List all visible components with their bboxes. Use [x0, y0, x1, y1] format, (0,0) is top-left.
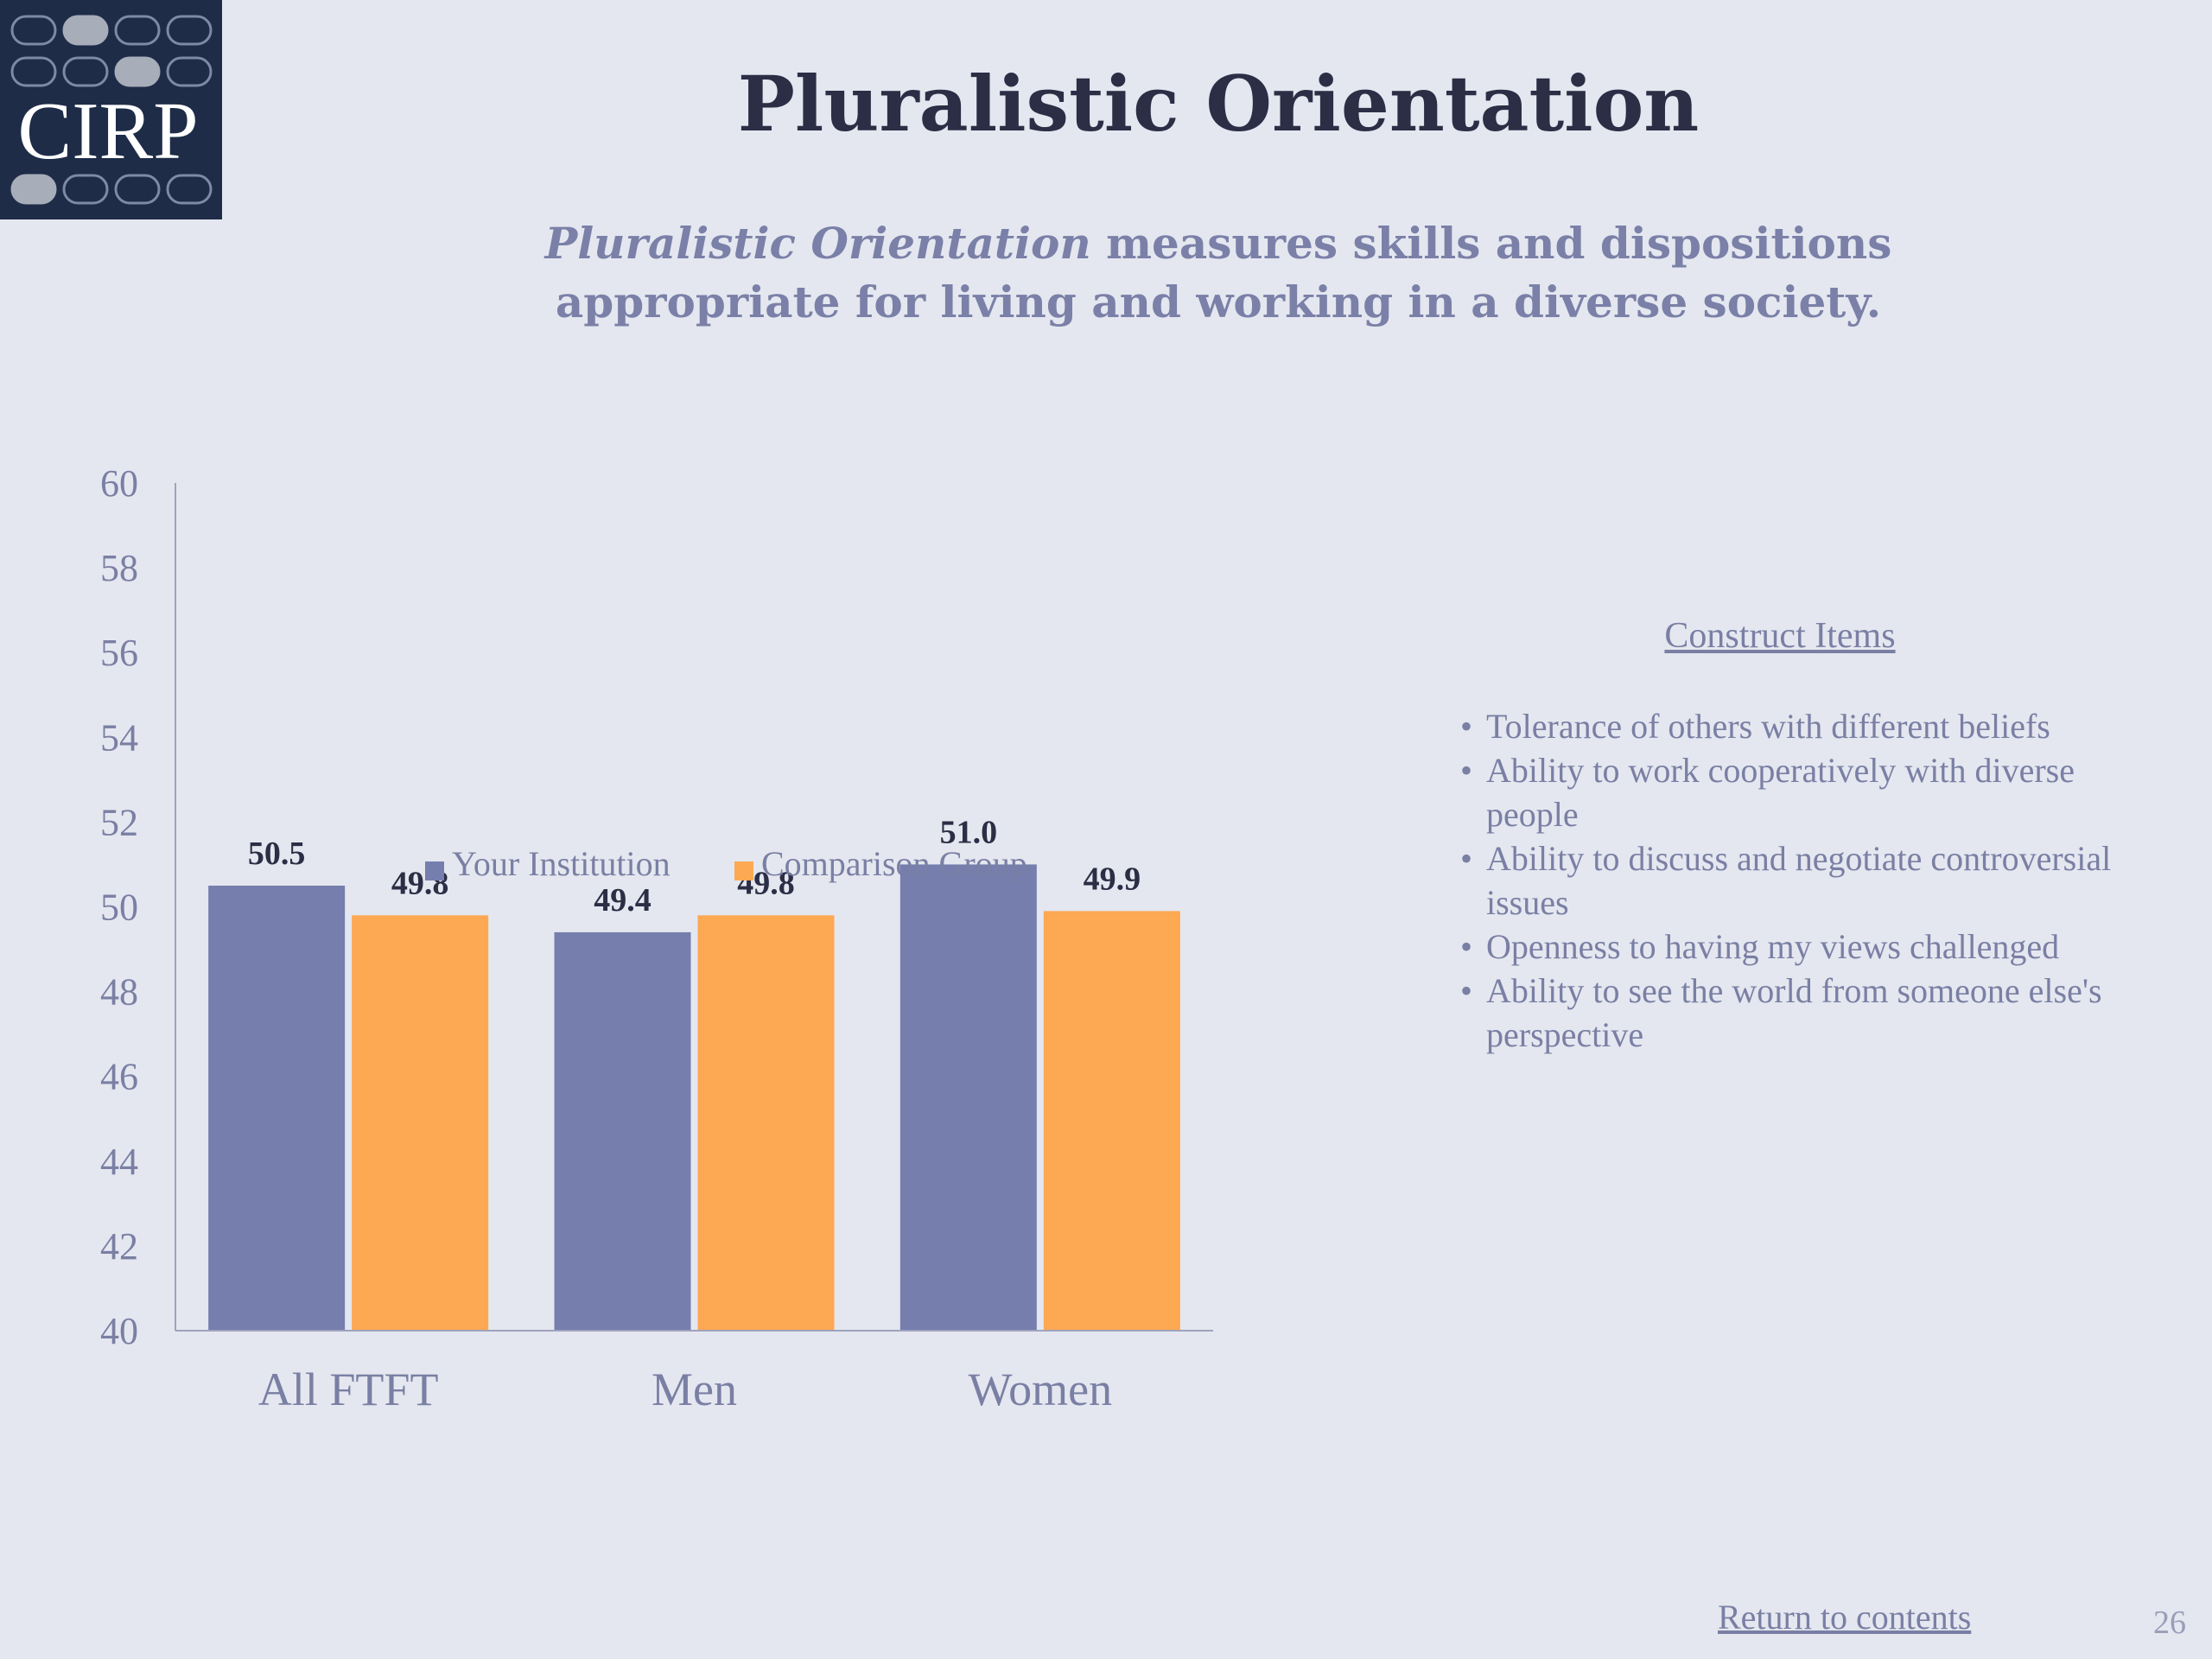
logo-pill: [10, 174, 57, 205]
y-tick-label: 50: [100, 887, 138, 929]
logo-pill: [114, 15, 161, 46]
y-tick-label: 46: [100, 1056, 138, 1098]
legend-label: Your Institution: [452, 844, 671, 883]
y-tick-label: 54: [100, 716, 138, 759]
bar-comparison-group: [1043, 911, 1180, 1331]
logo-pill: [62, 56, 109, 87]
y-tick-label: 52: [100, 801, 138, 843]
y-tick-label: 60: [100, 462, 138, 505]
construct-items-list: Tolerance of others with different belie…: [1459, 704, 2115, 1057]
logo-pill: [62, 174, 109, 205]
bar-your-institution: [554, 931, 691, 1331]
bar-comparison-group: [697, 915, 835, 1331]
y-tick-label: 42: [100, 1225, 138, 1268]
logo-pill: [10, 56, 57, 87]
logo-pill: [10, 15, 57, 46]
logo-text: CIRP: [18, 86, 199, 176]
category-label: All FTFT: [258, 1363, 439, 1415]
data-label: 49.4: [594, 882, 652, 918]
logo-pill: [166, 15, 213, 46]
y-tick-label: 56: [100, 632, 138, 674]
page-number: 26: [2153, 1605, 2186, 1641]
cirp-logo-graphic: CIRP: [10, 15, 213, 205]
legend: Your Institution Comparison Group: [425, 844, 1027, 883]
bars: [208, 864, 1180, 1331]
subtitle: Pluralistic Orientation measures skills …: [406, 214, 2031, 332]
logo-pill: [166, 174, 213, 205]
subtitle-emphasis: Pluralistic Orientation: [544, 218, 1091, 269]
page-title: Pluralistic Orientation: [737, 59, 1700, 149]
construct-items-heading: Construct Items: [1664, 616, 1896, 656]
logo-pill: [114, 174, 161, 205]
y-tick-label: 58: [100, 547, 138, 589]
category-label: Women: [969, 1363, 1113, 1415]
logo-pill: [62, 15, 109, 46]
y-tick-label: 48: [100, 971, 138, 1014]
bar-comparison-group: [352, 915, 489, 1331]
y-tick-label: 44: [100, 1141, 138, 1183]
return-to-contents-link[interactable]: Return to contents: [1718, 1598, 1972, 1637]
legend-swatch: [734, 861, 753, 880]
legend-swatch: [425, 861, 444, 880]
cirp-logo: CIRP: [0, 0, 222, 219]
construct-item: Tolerance of others with different belie…: [1459, 704, 2115, 748]
category-label: Men: [652, 1363, 737, 1415]
construct-item: Ability to discuss and negotiate controv…: [1459, 836, 2115, 925]
x-axis: All FTFT Men Women: [258, 1363, 1112, 1415]
data-label: 49.9: [1084, 861, 1141, 897]
y-axis: 40 42 44 46 48 50 52 54 56 58 60: [100, 462, 138, 1352]
data-label: 51.0: [940, 814, 998, 850]
bar-your-institution: [899, 864, 1037, 1331]
construct-item: Ability to see the world from someone el…: [1459, 969, 2115, 1057]
construct-item: Openness to having my views challenged: [1459, 925, 2115, 969]
bar-your-institution: [208, 885, 346, 1331]
logo-pill: [114, 56, 161, 87]
legend-label: Comparison Group: [761, 844, 1027, 883]
subtitle-text: measures skills and dispositions appropr…: [555, 218, 1892, 327]
data-label: 50.5: [248, 836, 306, 872]
logo-pill: [166, 56, 213, 87]
construct-item: Ability to work cooperatively with diver…: [1459, 748, 2115, 836]
y-tick-label: 40: [100, 1310, 138, 1352]
